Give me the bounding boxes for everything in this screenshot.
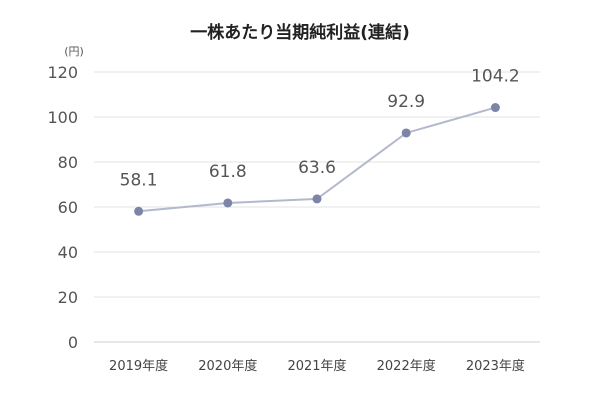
x-tick-label: 2023年度 xyxy=(466,358,525,374)
x-axis-ticks: 2019年度 2020年度 2021年度 2022年度 2023年度 xyxy=(109,358,525,374)
y-tick-label: 120 xyxy=(47,63,78,82)
x-tick-label: 2022年度 xyxy=(377,358,436,374)
series xyxy=(134,103,500,216)
y-tick-label: 40 xyxy=(58,243,78,262)
x-tick-label: 2020年度 xyxy=(198,358,257,374)
data-label: 92.9 xyxy=(387,92,425,112)
data-point xyxy=(312,194,322,204)
y-tick-label: 20 xyxy=(58,288,78,307)
data-labels: 58.1 61.8 63.6 92.9 104.2 xyxy=(120,67,520,191)
gridlines xyxy=(94,71,540,343)
data-label: 61.8 xyxy=(209,162,247,182)
x-tick-label: 2021年度 xyxy=(287,358,346,374)
data-point xyxy=(401,128,411,138)
chart-title: 一株あたり当期純利益(連結) xyxy=(190,22,410,43)
y-tick-label: 60 xyxy=(58,198,78,217)
y-axis-ticks: 0 20 40 60 80 100 120 xyxy=(47,63,78,352)
data-label: 104.2 xyxy=(471,67,520,87)
data-point xyxy=(223,198,233,208)
x-tick-label: 2019年度 xyxy=(109,358,168,374)
data-label: 63.6 xyxy=(298,158,336,178)
y-tick-label: 0 xyxy=(68,333,78,352)
data-label: 58.1 xyxy=(120,170,158,190)
y-tick-label: 80 xyxy=(58,153,78,172)
y-axis-unit: (円) xyxy=(64,45,84,58)
data-point xyxy=(490,103,500,113)
y-tick-label: 100 xyxy=(47,108,78,127)
data-point xyxy=(134,206,144,216)
